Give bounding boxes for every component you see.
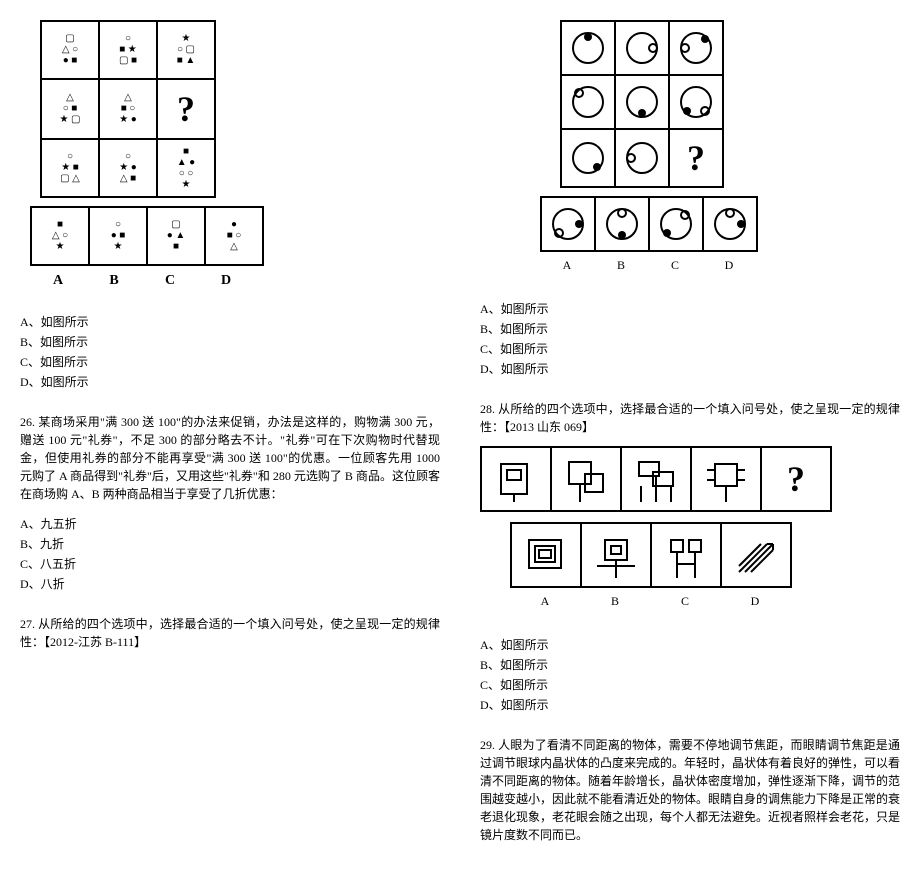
question-mark: ? (177, 89, 195, 129)
q28-options: A、如图所示 B、如图所示 C、如图所示 D、如图所示 (480, 634, 900, 716)
q25-options: A、如图所示 B、如图所示 C、如图所示 D、如图所示 (20, 311, 440, 393)
q26-options: A、九五折 B、九折 C、八五折 D、八折 (20, 513, 440, 595)
q28-opt-A: A、如图所示 (480, 636, 900, 654)
q28-text: 28. 从所给的四个选项中，选择最合适的一个填入问号处，使之呈现一定的规律性：【… (480, 400, 900, 436)
q27-options: A、如图所示 B、如图所示 C、如图所示 D、如图所示 (480, 298, 900, 380)
label-C: C (142, 270, 198, 291)
q27-text: 27. 从所给的四个选项中，选择最合适的一个填入问号处，使之呈现一定的规律性：【… (20, 615, 440, 651)
mlabel-C: C (650, 592, 720, 610)
q25-opt-A: A、如图所示 (20, 313, 440, 331)
left-column: ▢△ ○● ■ ○■ ★▢ ■ ★○ ▢■ ▲ △○ ■★ ▢ △■ ○★ ● … (20, 20, 440, 854)
q26-opt-D: D、八折 (20, 575, 440, 593)
q27-opt-C: C、如图所示 (480, 340, 900, 358)
q28-opt-B: B、如图所示 (480, 656, 900, 674)
mlabel-A: A (510, 592, 580, 610)
label-D: D (198, 270, 254, 291)
mlabel-D: D (720, 592, 790, 610)
q28-opt-C: C、如图所示 (480, 676, 900, 694)
q26-opt-B: B、九折 (20, 535, 440, 553)
q26-opt-C: C、八五折 (20, 555, 440, 573)
q26-text: 26. 某商场采用"满 300 送 100"的办法来促销，办法是这样的，购物满 … (20, 413, 440, 503)
maze-row: ? (480, 446, 832, 512)
q25-opt-C: C、如图所示 (20, 353, 440, 371)
circle-grid: ? (560, 20, 724, 188)
question-mark-2: ? (687, 138, 705, 178)
q27-figure: ? A B C D (480, 20, 900, 288)
maze-answer-labels: A B C D (510, 592, 900, 610)
label-A: A (30, 270, 86, 291)
q29-text: 29. 人眼为了看清不同距离的物体，需要不停地调节焦距，而眼睛调节焦距是通过调节… (480, 736, 900, 844)
clabel-A: A (540, 256, 594, 274)
label-B: B (86, 270, 142, 291)
clabel-B: B (594, 256, 648, 274)
shapes-answer-labels: A B C D (30, 270, 440, 291)
shapes-grid: ▢△ ○● ■ ○■ ★▢ ■ ★○ ▢■ ▲ △○ ■★ ▢ △■ ○★ ● … (40, 20, 216, 198)
question-mark-3: ? (787, 459, 805, 499)
mlabel-B: B (580, 592, 650, 610)
q27-opt-A: A、如图所示 (480, 300, 900, 318)
q25-figure: ▢△ ○● ■ ○■ ★▢ ■ ★○ ▢■ ▲ △○ ■★ ▢ △■ ○★ ● … (20, 20, 440, 301)
right-column: ? A B C D A、如图所示 B、如图所示 C、如图所示 (480, 20, 900, 854)
q27-opt-D: D、如图所示 (480, 360, 900, 378)
q28-opt-D: D、如图所示 (480, 696, 900, 714)
q25-opt-D: D、如图所示 (20, 373, 440, 391)
q28-figure: ? A B C D (480, 446, 900, 624)
maze-answers (510, 522, 792, 588)
q25-opt-B: B、如图所示 (20, 333, 440, 351)
q26-opt-A: A、九五折 (20, 515, 440, 533)
circle-answers (540, 196, 758, 252)
q27-opt-B: B、如图所示 (480, 320, 900, 338)
circle-answer-labels: A B C D (540, 256, 900, 274)
shapes-answers: ■△ ○★ ○● ■★ ▢● ▲■ ●■ ○△ (30, 206, 264, 266)
clabel-C: C (648, 256, 702, 274)
clabel-D: D (702, 256, 756, 274)
